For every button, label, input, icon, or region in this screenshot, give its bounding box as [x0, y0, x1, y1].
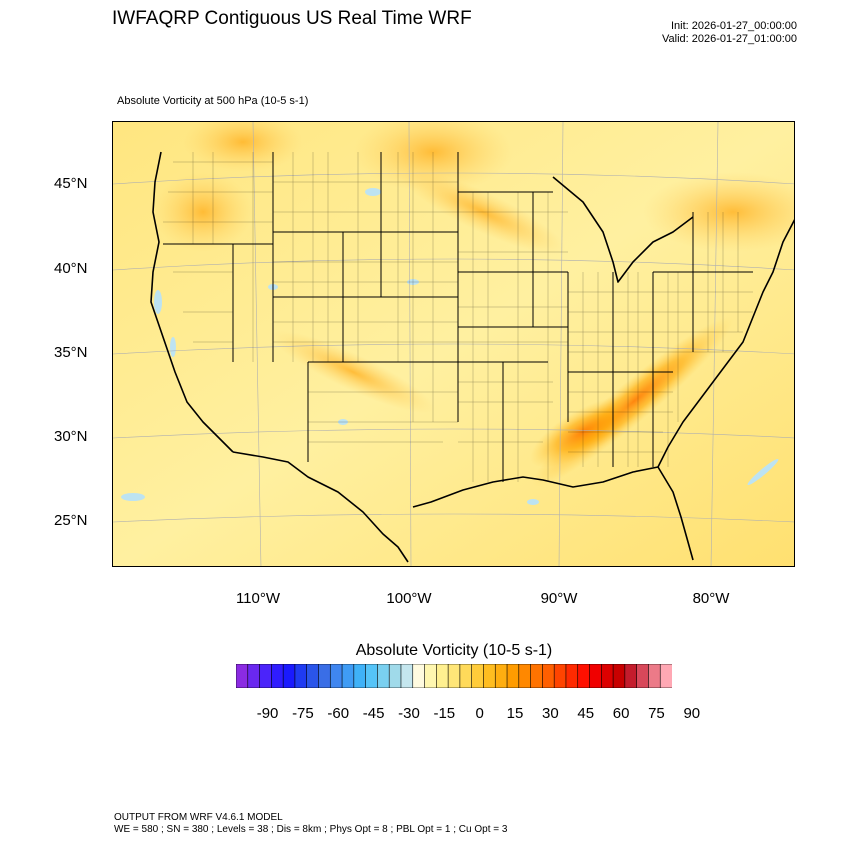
colorbar-swatch — [612, 664, 626, 688]
colorbar-tick-label: 60 — [612, 705, 630, 722]
footer-config: WE = 580 ; SN = 380 ; Levels = 38 ; Dis … — [114, 824, 508, 835]
colorbar-tick-label: -75 — [292, 705, 314, 722]
valid-time: Valid: 2026-01-27_01:00:00 — [662, 33, 797, 45]
colorbar-swatch — [377, 664, 390, 688]
colorbar — [236, 664, 672, 688]
colorbar-tick-label: 30 — [542, 705, 559, 722]
colorbar-swatch — [506, 664, 520, 688]
colorbar-swatch — [518, 664, 532, 688]
vorticity-map — [112, 121, 795, 567]
colorbar-swatch — [577, 664, 591, 688]
colorbar-tick-label: 0 — [475, 705, 484, 722]
colorbar-swatch — [259, 664, 272, 688]
colorbar-swatch — [636, 664, 650, 688]
colorbar-swatch — [494, 664, 508, 688]
field-subtitle: Absolute Vorticity at 500 hPa (10-5 s-1) — [117, 95, 309, 107]
colorbar-swatch — [341, 664, 355, 688]
colorbar-swatch — [459, 664, 473, 688]
colorbar-swatch — [318, 664, 331, 688]
lat-label-35n: 35°N — [54, 344, 88, 361]
colorbar-swatch — [247, 664, 261, 688]
map-canvas — [113, 122, 794, 566]
footer-model: OUTPUT FROM WRF V4.6.1 MODEL — [114, 812, 283, 823]
colorbar-swatch — [447, 664, 461, 688]
lon-label-80w: 80°W — [692, 590, 730, 607]
lon-label-90w: 90°W — [540, 590, 578, 607]
lat-label-40n: 40°N — [54, 260, 88, 277]
colorbar-swatch — [353, 664, 367, 688]
colorbar-tick-label: 75 — [648, 705, 665, 722]
colorbar-swatch — [294, 664, 308, 688]
vorticity-band-southwest — [271, 330, 435, 414]
colorbar-swatch — [271, 664, 284, 688]
colorbar-swatch — [388, 664, 402, 688]
colorbar-swatch — [471, 664, 485, 688]
lon-label-110w: 110°W — [235, 590, 281, 607]
vorticity-max-northwest — [153, 172, 253, 252]
colorbar-swatch — [483, 664, 496, 688]
colorbar-swatch — [424, 664, 437, 688]
colorbar-swatch — [542, 664, 555, 688]
colorbar-swatch — [365, 664, 378, 688]
colorbar-tick-label: -90 — [256, 705, 279, 722]
colorbar-swatch — [553, 664, 567, 688]
colorbar-swatch — [565, 664, 579, 688]
plot-title: IWFAQRP Contiguous US Real Time WRF — [112, 8, 472, 29]
colorbar-swatch — [282, 664, 296, 688]
colorbar-tick-label: 15 — [506, 705, 524, 722]
colorbar-swatch — [412, 664, 426, 688]
colorbar-swatch — [436, 664, 449, 688]
coastlines — [150, 151, 794, 563]
colorbar-swatch — [624, 664, 638, 688]
county-boundaries — [163, 152, 753, 482]
colorbar-swatch — [659, 664, 672, 688]
lon-label-100w: 100°W — [386, 590, 432, 607]
colorbar-swatch — [236, 664, 249, 688]
colorbar-swatch — [589, 664, 602, 688]
colorbar-swatch — [400, 664, 414, 688]
init-time: Init: 2026-01-27_00:00:00 — [671, 20, 797, 32]
lat-label-30n: 30°N — [54, 428, 88, 445]
lat-label-25n: 25°N — [54, 512, 88, 529]
colorbar-swatch — [306, 664, 320, 688]
colorbar-tick-label: 45 — [577, 705, 595, 722]
colorbar-tick-label: 90 — [683, 705, 701, 722]
vorticity-max-northeast — [643, 172, 794, 252]
colorbar-title: Absolute Vorticity (10-5 s-1) — [355, 642, 553, 659]
colorbar-tick-label: -15 — [433, 705, 456, 722]
colorbar-swatch — [648, 664, 661, 688]
graticule — [113, 122, 794, 566]
colorbar-tick-label: -45 — [362, 705, 385, 722]
colorbar-swatch — [600, 664, 614, 688]
lat-label-45n: 45°N — [54, 175, 88, 192]
colorbar-tick-label: -60 — [327, 705, 350, 722]
colorbar-swatch — [329, 664, 343, 688]
colorbar-swatch — [530, 664, 543, 688]
state-boundaries — [163, 152, 753, 482]
colorbar-tick-label: -30 — [398, 705, 420, 722]
